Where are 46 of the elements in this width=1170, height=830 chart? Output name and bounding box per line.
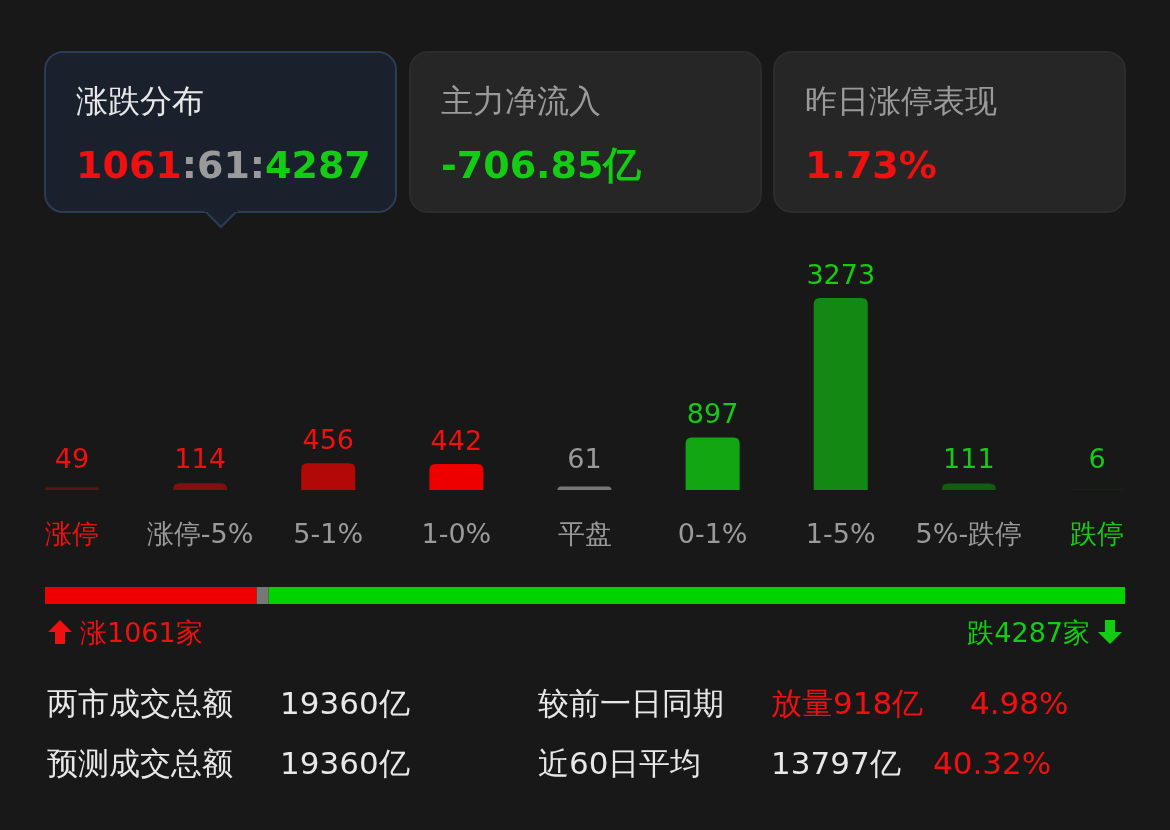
text: 昨日涨停表现 (805, 82, 997, 120)
text: 4.98% (970, 685, 1069, 721)
text: 4287 (265, 143, 371, 187)
bar (45, 487, 99, 490)
text: :61: (181, 143, 266, 187)
text: 1.73% (805, 143, 937, 187)
bar (813, 298, 868, 490)
text: 近60日平均 (538, 745, 702, 781)
text: 13797亿 (771, 745, 901, 781)
text: 预测成交总额 (47, 745, 233, 781)
x-tick-label: 5%-跌停 (915, 518, 1023, 549)
data-label: 114 (174, 443, 226, 474)
data-label: 3273 (806, 259, 876, 290)
text: 涨1061家 (80, 617, 203, 648)
x-tick-label: 0-1% (677, 518, 748, 549)
text: 较前一日同期 (538, 685, 724, 721)
data-label: 49 (54, 443, 90, 474)
data-label: 6 (1088, 443, 1106, 474)
text: 19360亿 (280, 745, 410, 781)
data-label: 456 (302, 424, 355, 456)
text: 跌4287家 (967, 617, 1090, 648)
x-tick-label: 5-1% (293, 518, 364, 549)
bar (173, 483, 228, 490)
x-tick-label: 涨停 (45, 518, 99, 549)
data-label: 442 (430, 425, 483, 457)
text: 放量918亿 (771, 685, 924, 721)
x-tick-label: 平盘 (557, 518, 612, 549)
x-tick-label: 涨停-5% (146, 518, 254, 549)
bar (685, 437, 740, 490)
text: 涨跌分布 (76, 82, 204, 120)
text: 1061 (76, 143, 182, 187)
x-tick-label: 1-0% (421, 518, 492, 549)
bar (557, 486, 612, 490)
text: 两市成交总额 (47, 685, 233, 721)
text: 19360亿 (280, 685, 410, 721)
bar (301, 463, 356, 490)
text: -706.85亿 (441, 143, 643, 187)
bar (429, 464, 484, 490)
text: 40.32% (933, 745, 1052, 781)
data-label: 897 (686, 398, 739, 430)
x-tick-label: 1-5% (805, 518, 876, 549)
text: 主力净流入 (441, 82, 601, 120)
data-label: 61 (567, 443, 602, 474)
data-label: 111 (943, 443, 995, 474)
bar (941, 483, 996, 490)
x-tick-label: 跌停 (1070, 518, 1124, 549)
